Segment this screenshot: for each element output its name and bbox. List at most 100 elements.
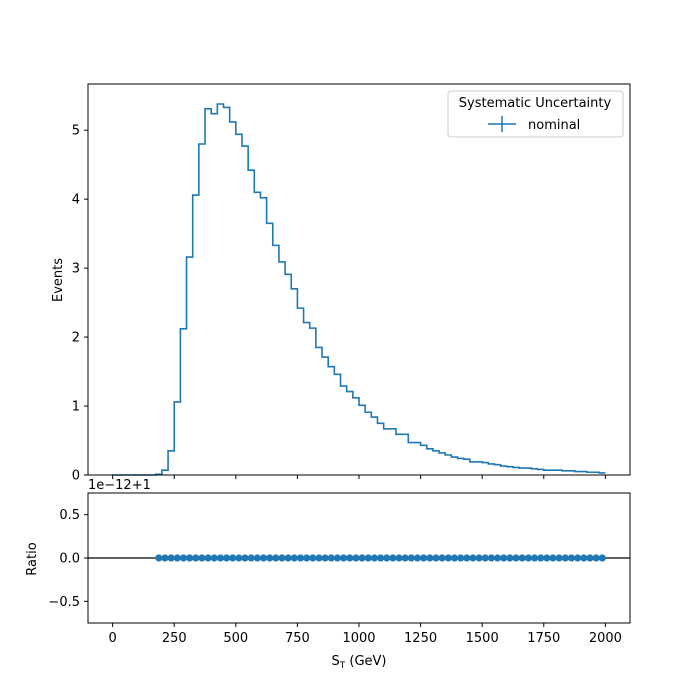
legend-entry-nominal: nominal (528, 118, 580, 133)
ratio-x-tick-label: 2000 (589, 631, 622, 646)
ratio-point (309, 554, 317, 562)
events-histogram (112, 103, 606, 476)
ratio-point (272, 554, 280, 562)
events-y-tick-label: 4 (72, 193, 80, 208)
ratio-point (469, 554, 477, 562)
ratio-point (161, 554, 169, 562)
ratio-x-tick-label: 0 (108, 631, 116, 646)
events-plot-area (88, 84, 630, 475)
ratio-point (592, 554, 600, 562)
ratio-point (524, 554, 532, 562)
ratio-point (475, 554, 483, 562)
ratio-point (247, 554, 255, 562)
ratio-point (192, 554, 200, 562)
ratio-x-tick-label: 1250 (404, 631, 437, 646)
ratio-x-tick-label: 1750 (527, 631, 560, 646)
ratio-y-tick-label: 0.5 (59, 508, 80, 523)
ratio-point (358, 554, 366, 562)
ratio-point (155, 554, 163, 562)
ratio-point (253, 554, 261, 562)
ratio-x-tick-label: 1000 (342, 631, 375, 646)
ratio-point (235, 554, 243, 562)
ratio-point (186, 554, 194, 562)
ratio-point (518, 554, 526, 562)
ratio-offset-text: 1e−12+1 (88, 478, 151, 493)
ratio-point (450, 554, 459, 562)
ratio-point (561, 554, 569, 562)
events-y-tick-label: 1 (72, 400, 80, 415)
ratio-point (173, 554, 181, 562)
ratio-point (444, 554, 452, 562)
ratio-point (543, 554, 551, 562)
ratio-y-ticks: −0.5 0.0 0.5 (48, 508, 88, 610)
ratio-point (370, 554, 378, 562)
events-y-tick-label: 2 (72, 331, 80, 346)
ratio-point (481, 554, 489, 562)
ratio-point (407, 554, 415, 562)
ratio-point (303, 554, 311, 562)
ratio-point (549, 554, 557, 562)
ratio-y-tick-label: −0.5 (48, 595, 80, 610)
ratio-point (210, 554, 218, 562)
ratio-point (574, 554, 582, 562)
ratio-point (432, 554, 440, 562)
ratio-point (512, 554, 520, 562)
ratio-point (204, 554, 212, 562)
ratio-point (340, 554, 348, 562)
x-axis-label-unit: (GeV) (345, 654, 386, 669)
ratio-point (290, 554, 298, 562)
ratio-point (266, 554, 274, 562)
ratio-point (321, 554, 329, 562)
events-y-tick-label: 3 (72, 262, 80, 277)
ratio-point (463, 554, 471, 562)
ratio-point (284, 554, 292, 562)
ratio-x-tick-label: 750 (285, 631, 310, 646)
ratio-points (155, 554, 606, 562)
ratio-point (500, 554, 508, 562)
ratio-point (216, 554, 225, 562)
ratio-point (413, 554, 422, 562)
legend-marker-nominal (488, 116, 516, 132)
events-panel: 0 1 2 3 4 5 Events Systematic Uncertainty nom… (51, 83, 631, 484)
ratio-point (179, 554, 188, 562)
ratio-point (278, 554, 286, 562)
ratio-point (530, 554, 539, 562)
ratio-point (352, 554, 360, 562)
ratio-point (241, 554, 249, 562)
events-y-tick-label: 0 (72, 469, 80, 484)
ratio-point (438, 554, 446, 562)
ratio-point (389, 554, 397, 562)
events-y-ticks: 0 1 2 3 4 5 (72, 124, 88, 484)
histogram-line-nominal (112, 103, 606, 476)
ratio-point (586, 554, 594, 562)
ratio-point (346, 554, 354, 562)
ratio-x-tick-label: 500 (223, 631, 248, 646)
ratio-point (487, 554, 496, 562)
ratio-x-tick-label: 250 (162, 631, 187, 646)
ratio-panel: −0.5 0.0 0.5 0 250 500 750 1000 1250 1500 1750 200… (25, 478, 631, 671)
x-axis-label-main: S (331, 654, 339, 669)
ratio-point (222, 554, 231, 562)
ratio-point (395, 554, 403, 562)
ratio-point (259, 554, 268, 562)
legend-box (447, 90, 624, 138)
x-axis-label-subscript: T (339, 661, 346, 671)
ratio-point (333, 554, 342, 562)
ratio-point (555, 554, 563, 562)
ratio-point (537, 554, 545, 562)
events-y-tick-label: 5 (72, 124, 80, 139)
ratio-point (598, 554, 606, 562)
legend: Systematic Uncertainty nominal (447, 90, 624, 138)
ratio-x-ticks: 0 250 500 750 1000 1250 1500 1750 2000 (108, 623, 622, 646)
ratio-point (493, 554, 502, 562)
ratio-point (376, 554, 385, 562)
legend-title: Systematic Uncertainty (459, 96, 612, 111)
ratio-point (426, 554, 434, 562)
ratio-x-tick-label: 1500 (466, 631, 499, 646)
ratio-point (420, 554, 428, 562)
ratio-point (457, 554, 465, 562)
ratio-point (383, 554, 391, 562)
ratio-point (506, 554, 514, 562)
ratio-point (327, 554, 335, 562)
